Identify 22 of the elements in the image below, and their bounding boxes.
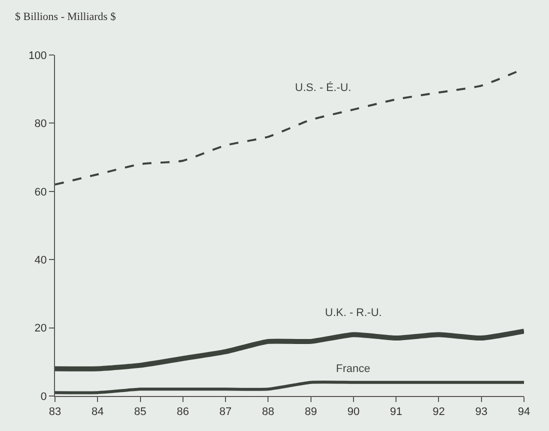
x-tick-label: 84 xyxy=(92,406,104,418)
x-tick-label: 85 xyxy=(134,406,146,418)
y-tick-label: 60 xyxy=(34,186,47,198)
series-label: France xyxy=(336,363,370,375)
y-tick-label: 0 xyxy=(40,390,47,403)
x-tick-label: 89 xyxy=(304,406,317,418)
y-tick-label: 100 xyxy=(28,50,47,62)
x-tick-label: 87 xyxy=(219,406,232,418)
x-tick-label: 93 xyxy=(475,406,488,418)
x-tick-label: 92 xyxy=(432,406,445,418)
x-tick-label: 91 xyxy=(390,406,402,418)
y-tick-label: 20 xyxy=(34,322,47,335)
series-label: U.S. - É.-U. xyxy=(295,81,352,94)
x-tick-label: 90 xyxy=(347,406,360,418)
x-tick-label: 83 xyxy=(48,406,62,418)
x-tick-label: 86 xyxy=(176,406,190,418)
x-tick-label: 88 xyxy=(262,406,274,418)
x-tick-label: 94 xyxy=(518,406,530,418)
y-axis-title: $ Billions - Milliards $ xyxy=(15,11,116,23)
y-tick-label: 40 xyxy=(34,254,47,266)
y-tick-label: 80 xyxy=(34,118,47,130)
series-label: U.K. - R.-U. xyxy=(325,307,382,319)
